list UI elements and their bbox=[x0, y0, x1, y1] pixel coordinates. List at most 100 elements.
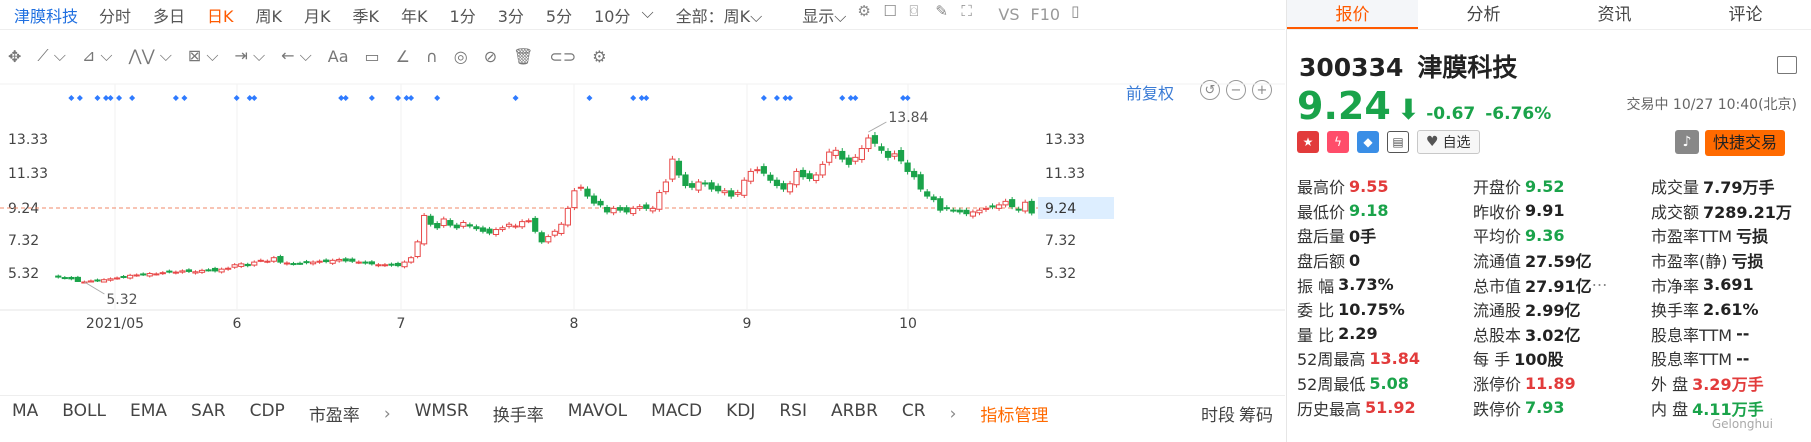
candle-body bbox=[884, 150, 892, 158]
hide-icon[interactable]: ⊘ bbox=[483, 46, 498, 66]
settings-icon[interactable]: ⚙ bbox=[592, 46, 607, 66]
comment-icon[interactable]: ▭ bbox=[364, 46, 380, 66]
arrow-tool-icon[interactable]: ← ⌵ bbox=[281, 46, 312, 65]
candlestick-chart[interactable]: 13.33 13.33 11.33 11.33 9.24 7.32 7.32 5.32 5.32… bbox=[0, 72, 1285, 392]
candle-body bbox=[584, 188, 591, 197]
quote-tab[interactable]: 报价 bbox=[1287, 0, 1418, 29]
fullscreen-icon[interactable]: ⛶ bbox=[961, 1, 972, 20]
trash-icon[interactable]: 🗑 bbox=[513, 46, 534, 66]
indicator-tab[interactable]: CDP bbox=[249, 401, 285, 421]
candle-body bbox=[100, 279, 108, 283]
move-icon[interactable]: ✥ bbox=[8, 46, 22, 66]
tag-icon[interactable]: ◆ bbox=[1357, 131, 1379, 153]
quote-value: 5.08 bbox=[1369, 373, 1409, 393]
chips-button[interactable]: 筹码 bbox=[1239, 406, 1273, 426]
text-tool-icon[interactable]: Aa bbox=[327, 46, 349, 66]
quote-value: 0 bbox=[1349, 250, 1361, 270]
indicator-tab[interactable]: MACD bbox=[651, 401, 703, 421]
candle-body bbox=[571, 190, 578, 209]
period-tab[interactable]: 分时 bbox=[99, 6, 132, 26]
line-tool-icon[interactable]: ⟋ ⌵ bbox=[37, 46, 66, 65]
candle-body bbox=[381, 264, 389, 267]
quick-trade-button[interactable]: 快捷交易 bbox=[1705, 130, 1786, 156]
period-tab[interactable]: 日K bbox=[207, 6, 234, 26]
indicator-tab[interactable]: RSI bbox=[779, 401, 807, 421]
add-watchlist-button[interactable]: ♥ 自选 bbox=[1417, 130, 1480, 154]
eye-icon[interactable]: ◎ bbox=[453, 46, 468, 66]
square-icon[interactable]: ☐ bbox=[883, 1, 897, 20]
magnet-icon[interactable]: ∩ bbox=[426, 46, 438, 66]
timeseg-button[interactable]: 时段 bbox=[1201, 406, 1235, 426]
event-marker-icon bbox=[94, 95, 101, 101]
indicator-tab[interactable]: 换手率 bbox=[492, 406, 544, 426]
zoom-in-icon[interactable]: + bbox=[1252, 80, 1272, 100]
period-tab[interactable]: 5分 bbox=[545, 6, 573, 26]
period-tab[interactable]: 3分 bbox=[497, 6, 524, 26]
quote-label: 市盈率TTM bbox=[1651, 227, 1733, 247]
period-tab[interactable]: 年K bbox=[401, 6, 428, 26]
fuquan-toggle[interactable]: 前复权 bbox=[1126, 84, 1175, 103]
vs-button[interactable]: VS bbox=[998, 5, 1020, 24]
f10-button[interactable]: F10 bbox=[1030, 5, 1061, 24]
event-marker-icon bbox=[251, 95, 258, 101]
quote-tab[interactable]: 资讯 bbox=[1597, 5, 1632, 25]
angle-icon[interactable]: ∠ bbox=[395, 46, 411, 66]
indicator-tab[interactable]: 市盈率 bbox=[308, 406, 360, 426]
period-tab[interactable]: 1分 bbox=[449, 6, 476, 26]
period-tab[interactable]: 周K bbox=[255, 6, 283, 26]
indicator-tab[interactable]: ARBR bbox=[830, 401, 878, 421]
quote-cell: 股息率TTM -- bbox=[1651, 322, 1807, 347]
link-icon[interactable]: ⊂⊃ bbox=[549, 46, 577, 66]
candle-body bbox=[140, 273, 147, 276]
indicator-tab[interactable]: KDJ bbox=[726, 401, 756, 421]
reset-icon[interactable]: ↺ bbox=[1200, 80, 1220, 100]
quote-tab[interactable]: 评论 bbox=[1728, 5, 1763, 25]
pencil-icon[interactable]: ✎ bbox=[935, 1, 948, 20]
fib-tool-icon[interactable]: ⊠ ⌵ bbox=[187, 46, 219, 65]
sidebar-toggle-icon[interactable]: ▯ bbox=[1071, 1, 1080, 20]
range-tool-icon[interactable]: ⇥ ⌵ bbox=[234, 46, 266, 65]
zoom-out-icon[interactable]: − bbox=[1226, 80, 1246, 100]
indicator-manage-button[interactable]: 指标管理 bbox=[980, 406, 1049, 426]
quote-cell: 昨收价 9.91 bbox=[1473, 199, 1651, 224]
event-marker-icon bbox=[782, 95, 789, 101]
event-marker-icon bbox=[76, 95, 83, 101]
indicator-tab[interactable]: EMA bbox=[129, 401, 168, 421]
flame-icon[interactable]: ϟ bbox=[1327, 131, 1349, 153]
candle-body bbox=[793, 170, 800, 186]
candle-body bbox=[1002, 200, 1009, 206]
period-tab[interactable]: 多日 bbox=[153, 6, 186, 26]
indicator-tab[interactable]: MAVOL bbox=[567, 401, 628, 421]
indicator-tab[interactable]: CR bbox=[901, 401, 926, 421]
chevron-down-icon[interactable]: ⌵ bbox=[641, 2, 654, 22]
quote-label: 市盈率(静) bbox=[1651, 252, 1728, 272]
watermark: Gelonghui bbox=[1711, 417, 1773, 431]
event-marker-icon bbox=[342, 95, 349, 101]
more-icon[interactable]: ⋯ bbox=[1591, 275, 1608, 295]
indicator-tab[interactable]: MA bbox=[12, 401, 39, 421]
chevron-right-icon[interactable]: › bbox=[949, 403, 957, 424]
period-tab[interactable]: 10分 bbox=[594, 6, 631, 26]
wave-tool-icon[interactable]: ⋀⋁ ⌵ bbox=[128, 46, 172, 65]
indicator-tab[interactable]: WMSR bbox=[414, 401, 469, 421]
candle-body bbox=[538, 232, 545, 243]
candle-body bbox=[401, 261, 408, 268]
candle-body bbox=[532, 217, 539, 232]
chevron-right-icon[interactable]: › bbox=[383, 403, 391, 424]
note-icon[interactable]: ▤ bbox=[1387, 131, 1409, 153]
scope-select[interactable]: 全部：周K ⌵ bbox=[665, 3, 774, 27]
indicator-tab[interactable]: BOLL bbox=[62, 401, 106, 421]
indicator-tab[interactable]: SAR bbox=[191, 401, 226, 421]
quote-value: 亏损 bbox=[1731, 252, 1764, 272]
period-tab[interactable]: 季K bbox=[352, 6, 380, 26]
bell-icon[interactable]: ♪ bbox=[1675, 130, 1699, 154]
gear-icon[interactable]: ⚙ bbox=[857, 1, 871, 20]
stock-name-tab[interactable]: 津膜科技 bbox=[14, 6, 79, 26]
quote-tab[interactable]: 分析 bbox=[1466, 5, 1501, 25]
candle-body bbox=[963, 209, 970, 215]
display-menu[interactable]: 显示 ⌵ bbox=[791, 3, 857, 27]
camera-icon[interactable]: ⌼ bbox=[909, 1, 919, 20]
period-tab[interactable]: 月K bbox=[304, 6, 331, 26]
panel-icon[interactable] bbox=[1777, 56, 1797, 74]
channel-tool-icon[interactable]: ⊿ ⌵ bbox=[81, 46, 113, 65]
